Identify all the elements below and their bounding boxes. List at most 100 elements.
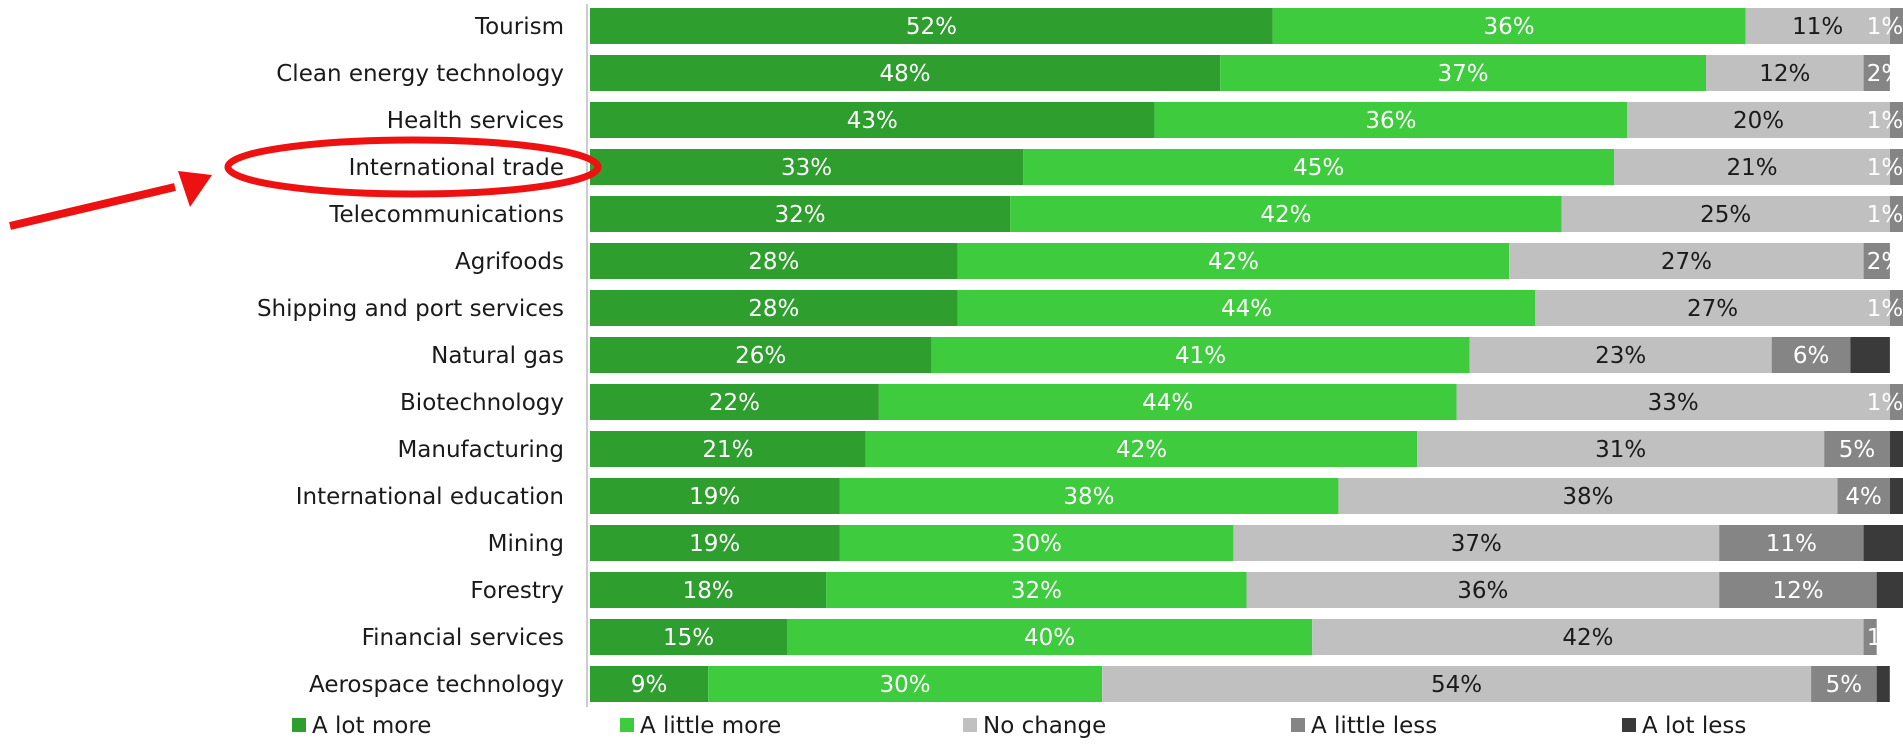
data-label-aerospace-technology-a-lot-more: 9% bbox=[631, 672, 668, 698]
bar-telecommunications-a-little-less bbox=[1889, 196, 1903, 232]
bar-mining-a-lot-less bbox=[1863, 525, 1903, 561]
bar-forestry-a-little-more bbox=[826, 572, 1247, 608]
data-label-agrifoods-a-lot-more: 28% bbox=[748, 249, 799, 275]
data-label-tourism-a-little-less: 1% bbox=[1867, 14, 1903, 40]
category-label-shipping-and-port-services: Shipping and port services bbox=[257, 296, 564, 322]
bar-agrifoods-a-little-more bbox=[957, 243, 1510, 279]
bar-international-education-a-little-more bbox=[839, 478, 1339, 514]
bar-natural-gas-a-little-more bbox=[931, 337, 1470, 373]
data-label-aerospace-technology-no-change: 54% bbox=[1431, 672, 1482, 698]
arrow-head bbox=[178, 171, 212, 207]
bar-natural-gas-a-lot-more bbox=[590, 337, 932, 373]
data-label-financial-services-a-little-less: 1% bbox=[1867, 625, 1903, 651]
data-label-international-education-a-little-less: 4% bbox=[1845, 484, 1882, 510]
bar-tourism-a-little-more bbox=[1272, 8, 1746, 44]
data-label-shipping-and-port-services-a-little-more: 44% bbox=[1221, 296, 1272, 322]
bar-mining-a-little-less bbox=[1719, 525, 1864, 561]
data-label-telecommunications-no-change: 25% bbox=[1700, 202, 1751, 228]
bar-health-services-a-little-less bbox=[1889, 102, 1903, 138]
data-label-tourism-a-little-more: 36% bbox=[1484, 14, 1535, 40]
data-label-shipping-and-port-services-a-lot-more: 28% bbox=[748, 296, 799, 322]
data-label-international-trade-a-little-less: 1% bbox=[1867, 155, 1903, 181]
data-label-agrifoods-no-change: 27% bbox=[1661, 249, 1712, 275]
arrow-shaft bbox=[9, 183, 176, 230]
category-label-agrifoods: Agrifoods bbox=[455, 249, 564, 275]
bar-telecommunications-no-change bbox=[1561, 196, 1890, 232]
data-label-mining-a-little-more: 30% bbox=[1011, 531, 1062, 557]
bar-mining-no-change bbox=[1233, 525, 1720, 561]
bar-biotechnology-no-change bbox=[1456, 384, 1890, 420]
category-label-forestry: Forestry bbox=[470, 578, 564, 604]
bar-mining-a-little-more bbox=[839, 525, 1234, 561]
data-label-forestry-a-little-less: 12% bbox=[1772, 578, 1823, 604]
bar-forestry-a-lot-less bbox=[1876, 572, 1903, 608]
bar-clean-energy-technology-a-lot-more bbox=[590, 55, 1221, 91]
bar-financial-services-a-little-less bbox=[1863, 619, 1877, 655]
bar-international-education-a-lot-more bbox=[590, 478, 840, 514]
bar-biotechnology-a-little-less bbox=[1889, 384, 1903, 420]
bar-mining-a-lot-more bbox=[590, 525, 840, 561]
bar-manufacturing-a-lot-less bbox=[1889, 431, 1903, 467]
data-label-forestry-a-little-more: 32% bbox=[1011, 578, 1062, 604]
bar-financial-services-a-lot-more bbox=[590, 619, 787, 655]
data-label-biotechnology-no-change: 33% bbox=[1648, 390, 1699, 416]
bar-biotechnology-a-little-more bbox=[878, 384, 1457, 420]
data-label-natural-gas-a-little-less: 6% bbox=[1793, 343, 1830, 369]
bar-tourism-no-change bbox=[1745, 8, 1890, 44]
bar-forestry-no-change bbox=[1246, 572, 1720, 608]
data-label-shipping-and-port-services-no-change: 27% bbox=[1687, 296, 1738, 322]
bar-natural-gas-a-lot-less bbox=[1850, 337, 1890, 373]
category-label-mining: Mining bbox=[488, 531, 564, 557]
category-label-aerospace-technology: Aerospace technology bbox=[309, 672, 564, 698]
bar-natural-gas-no-change bbox=[1469, 337, 1772, 373]
legend: A lot more A little more No change A little… bbox=[292, 713, 1746, 739]
data-label-aerospace-technology-a-little-less: 5% bbox=[1826, 672, 1863, 698]
bar-telecommunications-a-little-more bbox=[1010, 196, 1562, 232]
data-label-tourism-no-change: 11% bbox=[1792, 14, 1843, 40]
data-label-agrifoods-a-little-less: 2% bbox=[1867, 249, 1903, 275]
bar-international-education-no-change bbox=[1338, 478, 1838, 514]
legend-swatch-no-change bbox=[963, 718, 977, 732]
data-label-mining-a-little-less: 11% bbox=[1766, 531, 1817, 557]
bar-health-services-a-lot-more bbox=[590, 102, 1155, 138]
data-label-international-trade-a-little-more: 45% bbox=[1293, 155, 1344, 181]
highlight-circle bbox=[224, 136, 602, 198]
data-label-agrifoods-a-little-more: 42% bbox=[1208, 249, 1259, 275]
legend-label-a-lot-less: A lot less bbox=[1642, 713, 1746, 739]
bar-agrifoods-a-little-less bbox=[1863, 243, 1890, 279]
bar-international-trade-no-change bbox=[1614, 149, 1890, 185]
bar-telecommunications-a-lot-more bbox=[590, 196, 1011, 232]
data-label-forestry-a-lot-more: 18% bbox=[683, 578, 734, 604]
bar-segments bbox=[590, 8, 1903, 702]
category-label-manufacturing: Manufacturing bbox=[397, 437, 564, 463]
data-label-aerospace-technology-a-little-more: 30% bbox=[880, 672, 931, 698]
category-label-tourism: Tourism bbox=[474, 14, 564, 40]
category-label-international-trade: International trade bbox=[349, 155, 564, 181]
data-label-biotechnology-a-lot-more: 22% bbox=[709, 390, 760, 416]
bar-manufacturing-no-change bbox=[1417, 431, 1825, 467]
bar-aerospace-technology-a-lot-more bbox=[590, 666, 709, 702]
bar-manufacturing-a-little-less bbox=[1824, 431, 1890, 467]
data-label-tourism-a-lot-more: 52% bbox=[906, 14, 957, 40]
bar-aerospace-technology-a-lot-less bbox=[1876, 666, 1890, 702]
data-label-health-services-a-little-more: 36% bbox=[1365, 108, 1416, 134]
category-label-natural-gas: Natural gas bbox=[431, 343, 564, 369]
bar-agrifoods-no-change bbox=[1509, 243, 1864, 279]
bar-agrifoods-a-lot-more bbox=[590, 243, 958, 279]
bar-international-trade-a-little-more bbox=[1023, 149, 1615, 185]
category-label-international-education: International education bbox=[296, 484, 564, 510]
bar-health-services-a-little-more bbox=[1154, 102, 1628, 138]
bar-financial-services-no-change bbox=[1312, 619, 1864, 655]
data-label-clean-energy-technology-no-change: 12% bbox=[1759, 61, 1810, 87]
data-label-biotechnology-a-little-more: 44% bbox=[1142, 390, 1193, 416]
highlight-annotation bbox=[9, 136, 602, 230]
data-label-manufacturing-a-little-less: 5% bbox=[1839, 437, 1876, 463]
legend-swatch-a-little-less bbox=[1291, 718, 1305, 732]
bar-international-education-a-lot-less bbox=[1889, 478, 1903, 514]
data-label-international-education-a-lot-more: 19% bbox=[689, 484, 740, 510]
data-label-shipping-and-port-services-a-little-less: 1% bbox=[1867, 296, 1903, 322]
data-label-mining-a-lot-more: 19% bbox=[689, 531, 740, 557]
bar-clean-energy-technology-a-little-more bbox=[1220, 55, 1706, 91]
data-label-telecommunications-a-little-more: 42% bbox=[1260, 202, 1311, 228]
